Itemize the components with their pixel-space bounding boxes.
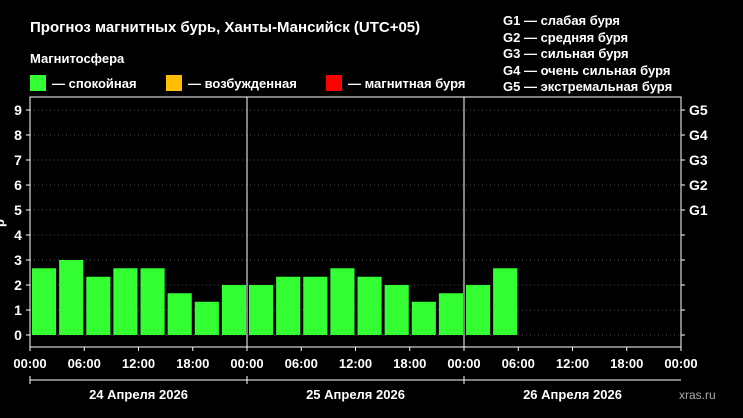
bar <box>303 276 328 335</box>
x-tick-label: 12:00 <box>339 356 372 371</box>
legend-label-storm: — магнитная буря <box>348 75 466 91</box>
legend-swatch-storm <box>326 75 342 91</box>
legend-label-excited: — возбужденная <box>188 75 297 91</box>
y-tick-label: 2 <box>14 277 22 293</box>
legend-item-storm: — магнитная буря <box>326 74 465 92</box>
bar <box>194 301 219 335</box>
x-tick-label: 06:00 <box>285 356 318 371</box>
bar <box>113 268 138 335</box>
bar <box>86 276 111 335</box>
bar <box>411 301 436 335</box>
x-tick-label: 00:00 <box>447 356 480 371</box>
g-level-3: G3 — сильная буря <box>503 46 629 61</box>
x-tick-label: 18:00 <box>176 356 209 371</box>
day-label: 26 Апреля 2026 <box>523 387 622 402</box>
g-tick-label: G3 <box>689 152 708 168</box>
bar <box>140 268 165 335</box>
g-tick-label: G5 <box>689 102 708 118</box>
x-tick-label: 18:00 <box>610 356 643 371</box>
bar <box>276 276 301 335</box>
y-tick-label: 3 <box>14 252 22 268</box>
g-tick-label: G4 <box>689 127 708 143</box>
legend-item-excited: — возбужденная <box>166 74 297 92</box>
legend-label-quiet: — спокойная <box>52 75 137 91</box>
x-tick-label: 00:00 <box>664 356 697 371</box>
bar <box>59 260 84 335</box>
y-tick-label: 4 <box>14 227 22 243</box>
bar <box>438 293 463 335</box>
legend-swatch-quiet <box>30 75 46 91</box>
bar <box>466 285 491 335</box>
g-level-5: G5 — экстремальная буря <box>503 79 673 94</box>
day-label: 24 Апреля 2026 <box>89 387 188 402</box>
g-level-4: G4 — очень сильная буря <box>503 62 671 78</box>
chart-subtitle: Магнитосфера <box>30 51 125 66</box>
x-tick-label: 18:00 <box>393 356 426 371</box>
bar <box>249 285 274 335</box>
legend-swatch-excited <box>166 75 182 91</box>
bar <box>330 268 355 335</box>
y-tick-label: 7 <box>14 152 22 168</box>
bar <box>493 268 518 335</box>
y-tick-label: 9 <box>14 102 22 118</box>
x-tick-label: 12:00 <box>556 356 589 371</box>
g-level-2: G2 — средняя буря <box>503 29 629 45</box>
x-tick-label: 12:00 <box>122 356 155 371</box>
x-tick-label: 06:00 <box>502 356 535 371</box>
bar <box>221 285 246 335</box>
x-tick-label: 00:00 <box>13 356 46 371</box>
bar <box>357 276 382 335</box>
g-tick-label: G2 <box>689 177 708 193</box>
watermark: xras.ru <box>679 388 716 402</box>
y-tick-label: 6 <box>14 177 22 193</box>
page-title: Прогноз магнитных бурь, Ханты-Мансийск (… <box>30 19 421 36</box>
bar <box>167 293 192 335</box>
g-levels-legend: G1 — слабая буря G2 — средняя буря G3 — … <box>503 13 672 96</box>
y-tick-label: 0 <box>14 327 22 343</box>
g-tick-label: G1 <box>689 202 708 218</box>
x-tick-label: 06:00 <box>68 356 101 371</box>
y-tick-label: 1 <box>14 302 22 318</box>
bar <box>384 285 409 335</box>
g-level-1: G1 — слабая буря <box>503 13 621 28</box>
y-tick-label: 8 <box>14 127 22 143</box>
bar <box>32 268 57 335</box>
y-tick-label: 5 <box>14 202 22 218</box>
day-label: 25 Апреля 2026 <box>306 387 405 402</box>
x-tick-label: 00:00 <box>230 356 263 371</box>
y-axis-label: р <box>0 219 7 227</box>
legend-item-quiet: — спокойная <box>30 74 137 92</box>
